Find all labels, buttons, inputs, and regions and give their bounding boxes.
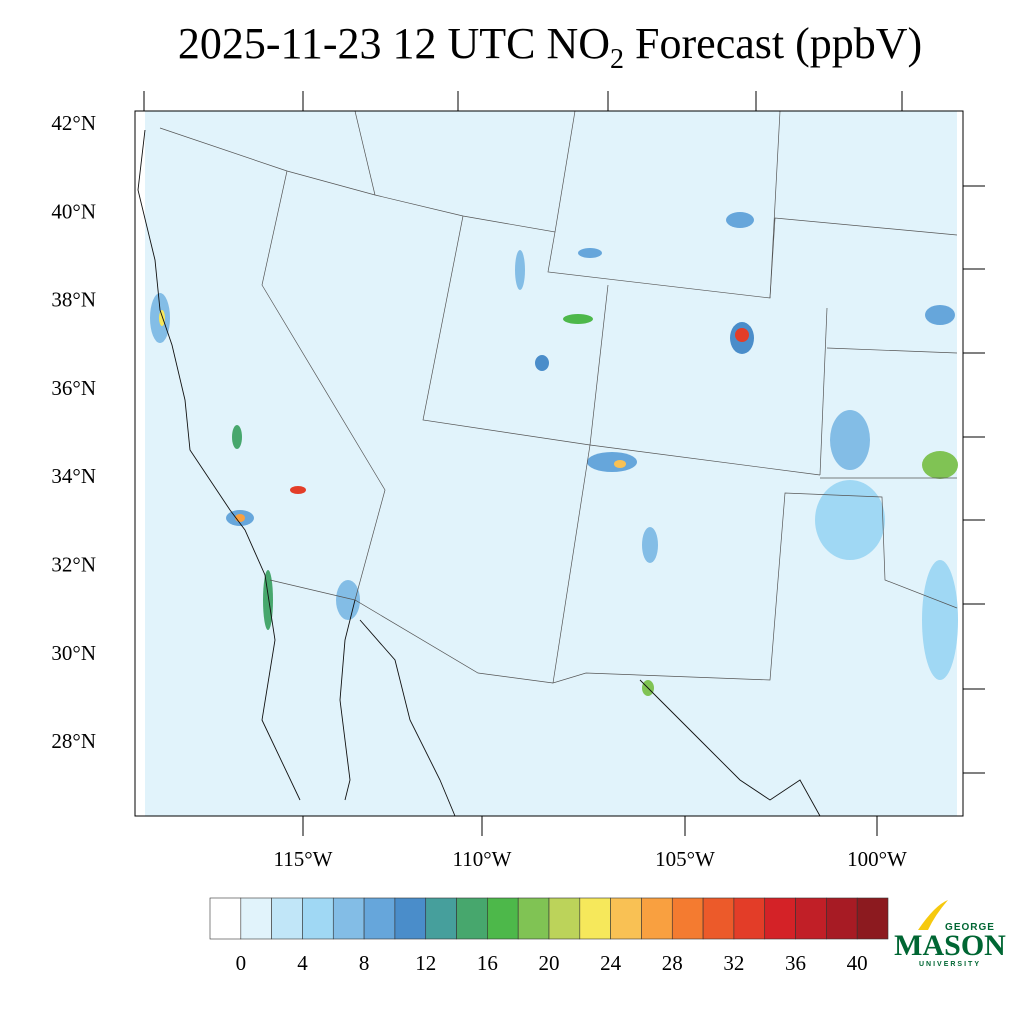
colorbar-box	[641, 897, 673, 940]
colorbar-tick-label: 32	[723, 951, 744, 975]
colorbar-box	[332, 897, 365, 940]
logo-top: GEORGE	[945, 922, 995, 933]
colorbar-tick-label: 36	[785, 951, 806, 975]
lat-label: 36°N	[51, 376, 96, 400]
colorbar: 0 4 8 12 16 20 24 28 32 36 40	[209, 897, 889, 975]
lon-label: 110°W	[453, 847, 512, 871]
colorbar-box	[456, 897, 488, 940]
colorbar-tick-label: 16	[477, 951, 498, 975]
ticks	[143, 91, 985, 836]
lon-label: 105°W	[655, 847, 715, 871]
lat-label: 34°N	[51, 464, 96, 488]
logo-bottom: UNIVERSITY	[919, 961, 981, 968]
colorbar-tick-label: 28	[662, 951, 683, 975]
logo-main: MASON	[894, 929, 1006, 962]
colorbar-box	[795, 897, 827, 940]
map-frame	[134, 110, 964, 817]
colorbar-box	[733, 897, 766, 940]
colorbar-tick-label: 40	[847, 951, 868, 975]
map-edge	[135, 111, 145, 816]
lat-label: 38°N	[51, 288, 96, 312]
colorbar-box	[487, 897, 519, 940]
colorbar-tick-label: 8	[359, 951, 370, 975]
colorbar-box	[517, 897, 550, 940]
lat-label: 28°N	[51, 729, 96, 753]
colorbar-box	[302, 897, 334, 940]
colorbar-box	[610, 897, 642, 940]
colorbar-box	[671, 897, 704, 940]
map	[134, 91, 985, 836]
title-sub: 2	[610, 44, 624, 75]
colorbar-tick-label: 12	[415, 951, 436, 975]
colorbar-box	[240, 897, 272, 940]
lat-label: 42°N	[51, 111, 96, 135]
logo: GEORGE MASON UNIVERSITY	[894, 900, 1006, 968]
colorbar-box	[702, 897, 735, 940]
map-edge	[957, 111, 963, 816]
colorbar-box	[394, 897, 427, 940]
lat-label: 32°N	[51, 553, 96, 577]
colorbar-box	[271, 897, 303, 940]
colorbar-box	[579, 897, 611, 940]
lat-label: 40°N	[51, 199, 96, 223]
plumes	[150, 212, 958, 696]
title-main: 2025-11-23 12 UTC NO	[178, 19, 610, 68]
title-rest: Forecast (ppbV)	[624, 19, 922, 68]
coastline	[137, 129, 821, 817]
lon-label: 115°W	[274, 847, 333, 871]
lon-label: 100°W	[847, 847, 907, 871]
colorbar-tick-label: 4	[297, 951, 308, 975]
axis-labels: 42°N 40°N 38°N 36°N 34°N 32°N 30°N 28°N 115°W 110…	[51, 111, 907, 871]
map-background	[135, 111, 963, 816]
colorbar-box	[548, 897, 581, 940]
colorbar-box	[826, 897, 858, 940]
colorbar-tick-label: 20	[539, 951, 560, 975]
colorbar-box	[764, 897, 796, 940]
colorbar-box	[363, 897, 396, 940]
colorbar-box	[209, 897, 242, 940]
state-borders	[159, 110, 958, 684]
colorbar-box	[425, 897, 457, 940]
colorbar-tick-label: 24	[600, 951, 622, 975]
title: 2025-11-23 12 UTC NO2 Forecast (ppbV)	[178, 19, 922, 75]
colorbar-tick-label: 0	[236, 951, 247, 975]
colorbar-box	[856, 897, 889, 940]
lat-label: 30°N	[51, 641, 96, 665]
